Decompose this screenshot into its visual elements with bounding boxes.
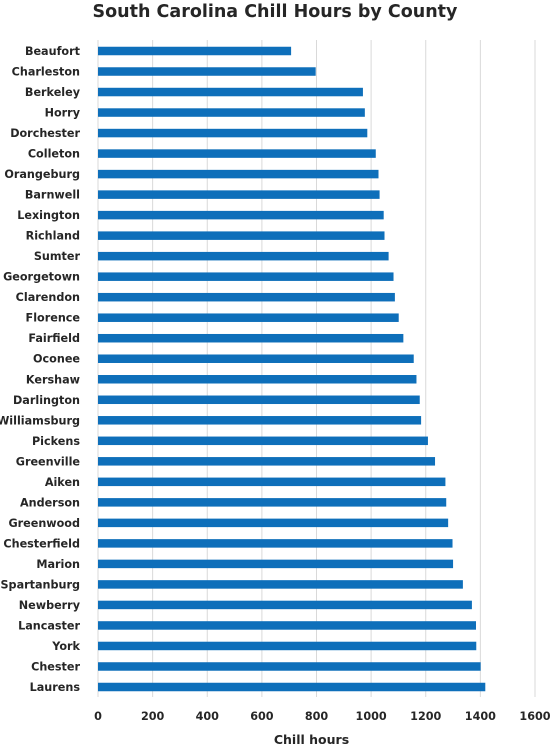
category-label-clarendon: Clarendon <box>16 291 80 304</box>
category-label-fairfield: Fairfield <box>28 332 80 345</box>
bar-kershaw <box>98 375 417 384</box>
category-label-orangeburg: Orangeburg <box>4 168 80 181</box>
category-label-beaufort: Beaufort <box>25 45 81 58</box>
category-label-georgetown: Georgetown <box>3 271 80 284</box>
x-tick-label-1600: 1600 <box>519 710 550 723</box>
bar-aiken <box>98 477 446 487</box>
category-label-spartanburg: Spartanburg <box>1 578 81 591</box>
bar-georgetown <box>98 272 394 281</box>
x-tick-label-0: 0 <box>94 710 102 723</box>
x-tick-label-1000: 1000 <box>356 710 387 723</box>
category-label-dorchester: Dorchester <box>10 127 80 140</box>
category-label-williamsburg: Williamsburg <box>0 414 80 427</box>
category-label-richland: Richland <box>26 230 80 243</box>
bar-lancaster <box>98 621 477 630</box>
category-label-charleston: Charleston <box>12 66 80 79</box>
x-tick-label-1200: 1200 <box>410 710 441 723</box>
category-label-kershaw: Kershaw <box>26 373 80 386</box>
bar-fairfield <box>98 333 404 343</box>
category-label-sumter: Sumter <box>34 250 81 263</box>
bar-greenville <box>98 457 436 466</box>
bar-laurens <box>98 682 486 692</box>
category-label-barnwell: Barnwell <box>25 189 80 202</box>
bar-chester <box>98 662 481 671</box>
bar-newberry <box>98 600 472 610</box>
category-label-colleton: Colleton <box>28 148 80 161</box>
bar-spartanburg <box>98 580 463 589</box>
bar-barnwell <box>98 190 380 199</box>
bar-pickens <box>98 436 428 446</box>
bar-colleton <box>98 149 376 158</box>
category-label-darlington: Darlington <box>13 394 80 407</box>
category-label-oconee: Oconee <box>33 353 80 366</box>
category-label-newberry: Newberry <box>19 599 81 612</box>
category-label-lexington: Lexington <box>17 209 80 222</box>
chart-title: South Carolina Chill Hours by County <box>92 2 458 22</box>
category-label-lancaster: Lancaster <box>18 619 80 632</box>
bar-marion <box>98 559 454 569</box>
category-label-florence: Florence <box>26 312 81 325</box>
category-label-marion: Marion <box>36 558 80 571</box>
x-tick-label-600: 600 <box>250 710 274 723</box>
x-tick-label-200: 200 <box>141 710 165 723</box>
x-tick-label-1400: 1400 <box>465 710 496 723</box>
bar-oconee <box>98 354 414 363</box>
category-label-greenwood: Greenwood <box>8 517 80 530</box>
category-label-laurens: Laurens <box>30 681 81 694</box>
x-tick-label-400: 400 <box>196 710 220 723</box>
bar-darlington <box>98 395 420 405</box>
bar-charleston <box>98 67 316 76</box>
bar-horry <box>98 108 365 117</box>
bar-sumter <box>98 251 389 261</box>
bar-orangeburg <box>98 169 379 179</box>
bar-florence <box>98 313 399 322</box>
category-label-aiken: Aiken <box>45 476 80 489</box>
bar-lexington <box>98 210 384 220</box>
category-label-pickens: Pickens <box>32 435 80 448</box>
category-label-berkeley: Berkeley <box>25 86 81 99</box>
bar-williamsburg <box>98 416 422 425</box>
category-label-chesterfield: Chesterfield <box>3 537 80 550</box>
bar-york <box>98 641 477 651</box>
bar-berkeley <box>98 87 363 97</box>
x-tick-label-800: 800 <box>305 710 329 723</box>
bar-anderson <box>98 498 447 507</box>
x-axis-label: Chill hours <box>274 732 349 745</box>
category-label-york: York <box>51 640 80 653</box>
category-label-anderson: Anderson <box>20 496 80 509</box>
category-label-horry: Horry <box>45 107 81 120</box>
bar-greenwood <box>98 518 449 528</box>
bar-clarendon <box>98 292 395 302</box>
bar-richland <box>98 231 385 240</box>
bar-dorchester <box>98 128 368 138</box>
category-label-greenville: Greenville <box>16 455 81 468</box>
bar-chesterfield <box>98 539 453 548</box>
category-label-chester: Chester <box>31 660 80 673</box>
bar-beaufort <box>98 46 292 56</box>
